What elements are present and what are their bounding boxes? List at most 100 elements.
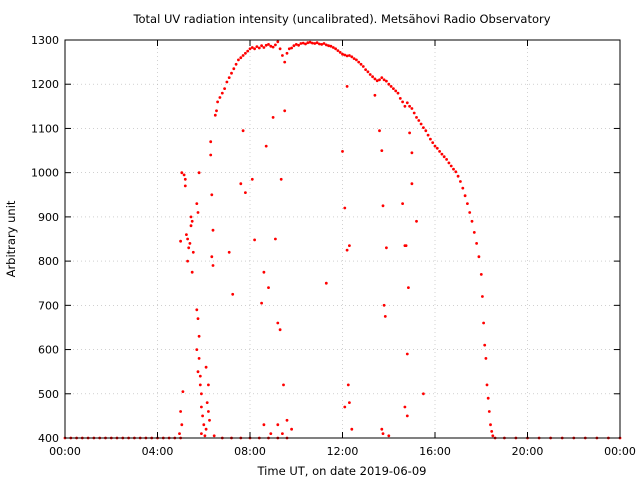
x-tick-label: 04:00 — [142, 445, 174, 458]
data-point — [346, 383, 350, 387]
x-tick-label: 08:00 — [234, 445, 266, 458]
data-point — [180, 423, 184, 427]
data-point — [361, 65, 365, 68]
data-point — [260, 44, 263, 48]
data-point — [348, 244, 351, 248]
data-point — [267, 286, 270, 289]
data-point — [225, 80, 229, 84]
data-point — [241, 54, 245, 57]
data-point — [244, 51, 247, 55]
data-point — [408, 104, 411, 108]
data-point — [287, 47, 291, 51]
data-point — [183, 184, 187, 188]
data-point — [486, 396, 490, 400]
data-point — [396, 91, 400, 95]
x-tick-label: 12:00 — [327, 445, 359, 458]
data-point — [485, 383, 489, 387]
data-point — [185, 233, 188, 237]
y-tick-label: 800 — [38, 255, 59, 268]
data-point — [341, 52, 344, 56]
data-point — [179, 239, 183, 243]
data-point — [382, 78, 386, 82]
data-point — [186, 237, 190, 241]
data-point — [278, 328, 282, 332]
data-point — [438, 150, 441, 153]
data-point — [223, 87, 227, 90]
data-point — [197, 171, 201, 175]
data-point — [320, 43, 324, 46]
data-point — [345, 85, 349, 88]
data-point — [283, 109, 287, 113]
data-point — [285, 418, 289, 422]
data-point — [306, 41, 310, 45]
data-point — [336, 49, 340, 52]
data-point — [230, 71, 233, 75]
data-point — [334, 47, 337, 51]
data-point — [380, 149, 384, 153]
data-point — [234, 62, 238, 66]
data-point — [195, 308, 199, 312]
data-point — [381, 204, 385, 208]
data-point — [209, 140, 213, 144]
data-point — [248, 47, 252, 51]
data-point — [253, 47, 256, 51]
data-point — [338, 51, 342, 54]
data-point — [190, 270, 194, 274]
data-point — [404, 244, 408, 248]
data-point — [355, 58, 358, 62]
data-point — [466, 202, 469, 206]
data-point — [186, 259, 190, 263]
data-point — [456, 174, 460, 178]
data-point — [463, 194, 467, 198]
data-point — [201, 414, 205, 418]
data-point — [398, 97, 402, 100]
data-point — [269, 44, 273, 48]
data-point — [445, 158, 448, 161]
data-point — [264, 144, 268, 148]
data-point — [211, 264, 215, 267]
data-point — [422, 126, 425, 129]
y-tick-label: 900 — [38, 211, 59, 224]
data-point — [196, 317, 200, 320]
data-point — [419, 122, 423, 126]
data-point — [250, 177, 254, 181]
data-point — [329, 44, 333, 48]
data-point — [191, 250, 195, 254]
data-point — [299, 42, 303, 45]
data-point — [220, 91, 224, 95]
data-point — [276, 423, 280, 427]
data-point — [348, 54, 351, 57]
data-point — [483, 343, 487, 347]
data-point — [250, 46, 254, 49]
data-point — [200, 405, 203, 409]
data-point — [352, 57, 356, 60]
data-point — [341, 150, 344, 153]
data-point — [276, 321, 280, 325]
data-point — [322, 42, 326, 45]
data-point — [311, 41, 314, 45]
data-point — [260, 301, 263, 305]
data-point — [285, 51, 289, 55]
data-point — [324, 43, 328, 47]
data-point — [190, 219, 194, 223]
x-axis-label: Time UT, on date 2019-06-09 — [257, 464, 427, 478]
data-point — [415, 116, 418, 119]
data-point — [262, 270, 266, 274]
data-point — [276, 40, 280, 44]
data-point — [198, 374, 202, 378]
data-point — [461, 186, 465, 190]
x-tick-label: 00:00 — [604, 445, 636, 458]
data-point — [207, 383, 210, 387]
data-point — [271, 116, 275, 119]
data-point — [410, 182, 414, 186]
data-point — [426, 133, 430, 137]
data-point — [433, 144, 437, 148]
data-point — [491, 434, 495, 438]
data-point — [209, 153, 213, 157]
data-point — [189, 224, 193, 228]
data-point — [368, 73, 372, 76]
data-point — [292, 44, 296, 48]
data-point — [204, 427, 208, 431]
data-point — [204, 365, 208, 369]
data-point — [244, 191, 247, 195]
